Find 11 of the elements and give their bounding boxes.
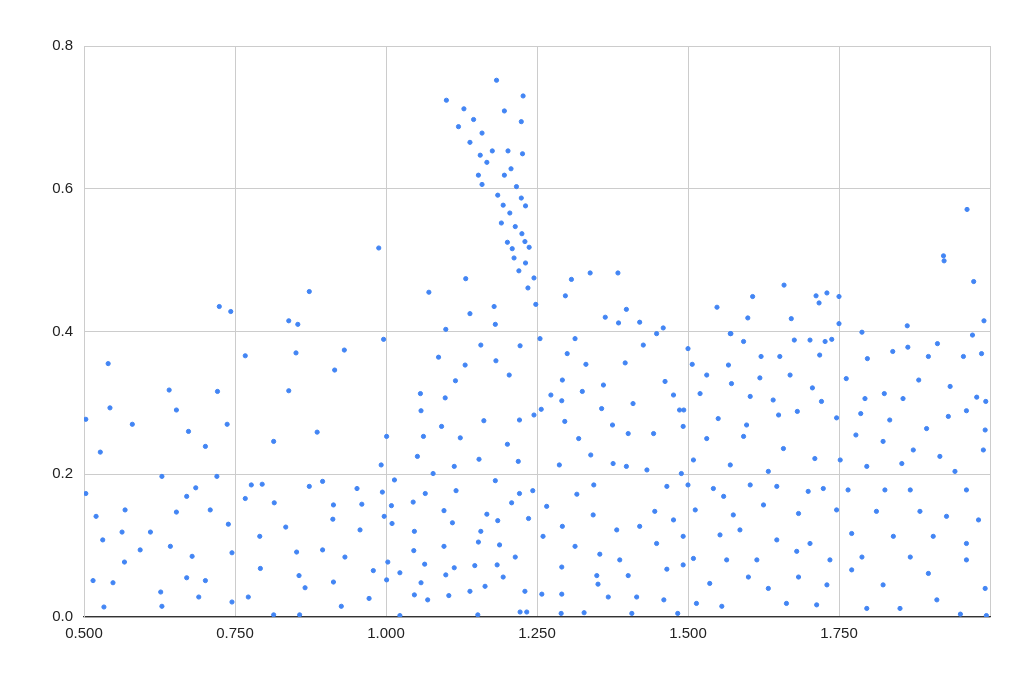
x-tick-label: 1.750 bbox=[820, 624, 858, 642]
y-tick-label: 0.0 bbox=[52, 607, 73, 625]
x-tick-label: 1.250 bbox=[518, 624, 556, 642]
x-tick-label: 0.750 bbox=[216, 624, 254, 642]
y-tick-label: 0.2 bbox=[52, 464, 73, 482]
x-tick-label: 1.500 bbox=[669, 624, 707, 642]
y-tick-label: 0.8 bbox=[52, 36, 73, 54]
y-tick-label: 0.4 bbox=[52, 321, 73, 339]
y-tick-label: 0.6 bbox=[52, 178, 73, 196]
x-tick-label: 0.500 bbox=[65, 624, 103, 642]
x-tick-label: 1.000 bbox=[367, 624, 405, 642]
